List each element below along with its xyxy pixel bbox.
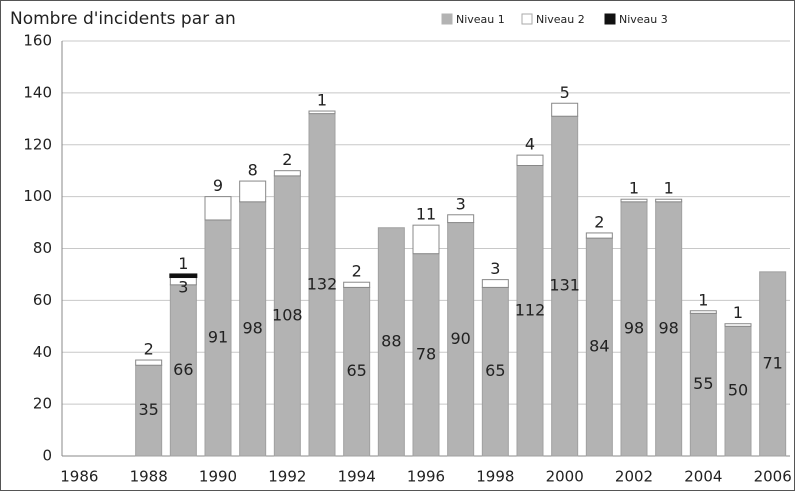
- data-label: 9: [213, 176, 223, 195]
- data-label: 55: [693, 374, 713, 393]
- data-label: 4: [525, 135, 535, 154]
- data-label: 108: [272, 305, 303, 324]
- x-tick-label: 1988: [130, 468, 168, 486]
- data-label: 90: [450, 329, 470, 348]
- bar-segment: [724, 325, 752, 457]
- legend-swatch: [521, 13, 533, 25]
- bar-segment: [377, 227, 405, 457]
- data-label: 2: [144, 340, 154, 359]
- data-label: 2: [352, 262, 362, 281]
- bar-segment: [412, 224, 440, 255]
- data-label: 8: [248, 161, 258, 180]
- x-tick-label: 2004: [684, 468, 722, 486]
- data-label: 132: [307, 274, 338, 293]
- data-label: 65: [485, 361, 505, 380]
- bar-segment: [412, 253, 440, 457]
- data-label: 71: [762, 353, 782, 372]
- y-tick-label: 140: [23, 83, 52, 101]
- data-label: 91: [208, 327, 228, 346]
- data-label: 1: [317, 91, 327, 110]
- bar-segment: [516, 165, 544, 457]
- bar-segment: [273, 170, 301, 177]
- data-label: 98: [658, 318, 678, 337]
- bar-segment: [724, 323, 752, 327]
- x-tick-label: 1992: [268, 468, 306, 486]
- data-label: 98: [242, 318, 262, 337]
- legend-swatch: [604, 13, 616, 25]
- x-tick-label: 2000: [546, 468, 584, 486]
- bar-segment: [239, 201, 267, 457]
- legend-label: Niveau 2: [536, 13, 585, 26]
- bar-segment: [169, 273, 198, 279]
- bar-segment: [204, 196, 232, 221]
- data-label: 1: [629, 179, 639, 198]
- bar-segment: [551, 102, 579, 117]
- x-tick-label: 2002: [615, 468, 653, 486]
- bar-segment: [689, 310, 717, 314]
- data-label: 1: [178, 254, 188, 273]
- bar-segment: [585, 232, 613, 239]
- data-label: 2: [594, 212, 604, 231]
- data-label: 84: [589, 337, 609, 356]
- legend-label: Niveau 3: [619, 13, 668, 26]
- x-tick-label: 1998: [476, 468, 514, 486]
- data-label: 1: [664, 179, 674, 198]
- data-label: 131: [549, 276, 580, 295]
- data-label: 1: [698, 290, 708, 309]
- data-label: 5: [560, 83, 570, 102]
- bar-segment: [308, 113, 336, 457]
- y-tick-label: 100: [23, 187, 52, 205]
- bar-segment: [655, 198, 683, 203]
- bar-segment: [655, 201, 683, 457]
- y-tick-label: 160: [23, 32, 52, 50]
- data-label: 78: [416, 344, 436, 363]
- data-label: 50: [728, 381, 748, 400]
- bar-segment: [343, 281, 371, 288]
- data-label: 98: [624, 318, 644, 337]
- chart-title: Nombre d'incidents par an: [10, 9, 236, 29]
- bar-segment: [620, 198, 648, 203]
- y-tick-label: 120: [23, 135, 52, 153]
- legend-swatch: [441, 13, 453, 25]
- data-label: 35: [138, 400, 158, 419]
- bar-segment: [759, 271, 787, 457]
- bar-segment: [169, 284, 197, 457]
- y-tick-label: 60: [33, 291, 52, 309]
- x-tick-label: 1996: [407, 468, 445, 486]
- data-label: 2: [282, 150, 292, 169]
- legend-label: Niveau 1: [456, 13, 505, 26]
- x-tick-label: 1986: [60, 468, 98, 486]
- bar-segment: [273, 175, 301, 457]
- data-label: 66: [173, 360, 193, 379]
- bar-segment: [308, 110, 336, 115]
- y-tick-label: 20: [33, 395, 52, 413]
- bar-segment: [135, 364, 163, 457]
- data-label: 112: [515, 300, 546, 319]
- data-label: 3: [456, 194, 466, 213]
- x-tick-label: 2006: [754, 468, 792, 486]
- bar-segment: [516, 154, 544, 166]
- y-tick-label: 80: [33, 239, 52, 257]
- bar-segment: [204, 219, 232, 457]
- y-tick-label: 40: [33, 343, 52, 361]
- bar-segment: [135, 359, 163, 366]
- bar-segment: [447, 214, 475, 224]
- data-label: 1: [733, 303, 743, 322]
- bar-segment: [585, 237, 613, 457]
- data-label: 65: [346, 361, 366, 380]
- bar-segment: [447, 222, 475, 457]
- data-label: 3: [490, 259, 500, 278]
- bar-segment: [239, 180, 267, 203]
- bar-segment: [551, 115, 579, 457]
- y-tick-label: 0: [42, 447, 52, 465]
- bar-segment: [689, 312, 717, 457]
- x-tick-label: 1994: [338, 468, 376, 486]
- x-tick-label: 1990: [199, 468, 237, 486]
- data-label: 11: [416, 205, 436, 224]
- data-label: 3: [178, 278, 188, 297]
- bar-segment: [620, 201, 648, 457]
- bar-segment: [481, 279, 509, 288]
- data-label: 88: [381, 331, 401, 350]
